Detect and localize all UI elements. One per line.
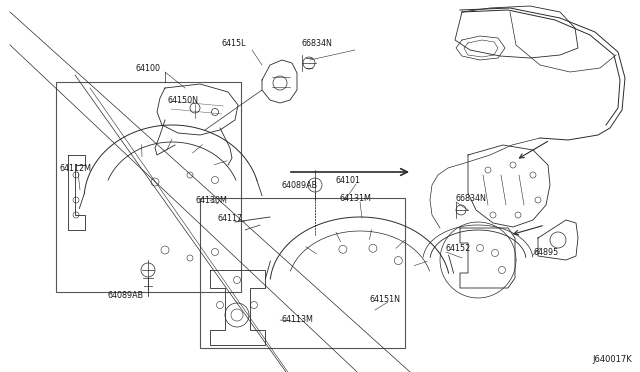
Text: 64150N: 64150N	[168, 96, 199, 105]
Text: 64151N: 64151N	[370, 295, 401, 305]
Bar	[56, 82, 241, 292]
Text: 64089AB: 64089AB	[107, 291, 143, 299]
Text: 6415L: 6415L	[222, 38, 246, 48]
Text: 64131M: 64131M	[340, 193, 372, 202]
Text: 64100: 64100	[135, 64, 160, 73]
Text: 66834N: 66834N	[456, 193, 487, 202]
Text: 64113M: 64113M	[282, 315, 314, 324]
Text: 64112M: 64112M	[60, 164, 92, 173]
Bar	[200, 198, 405, 348]
Text: 64117: 64117	[218, 214, 243, 222]
Text: 64101: 64101	[336, 176, 361, 185]
Text: 64089AB: 64089AB	[282, 180, 318, 189]
Text: 64152: 64152	[446, 244, 471, 253]
Text: 64130M: 64130M	[195, 196, 227, 205]
Text: 66834N: 66834N	[302, 38, 333, 48]
Text: J640017K: J640017K	[592, 355, 632, 364]
Text: 64895: 64895	[533, 247, 558, 257]
